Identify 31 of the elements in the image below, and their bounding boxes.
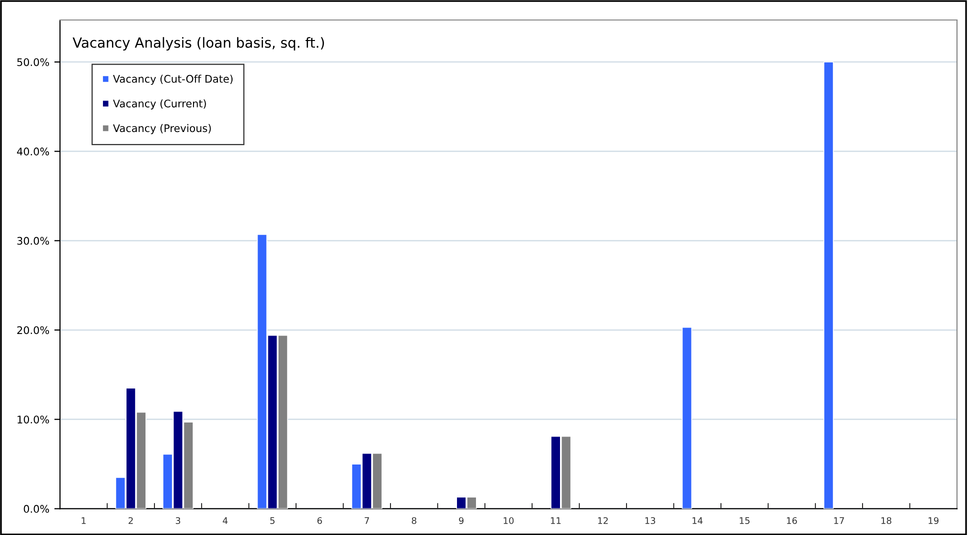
x-tick-label: 1 xyxy=(82,517,86,524)
y-tick-label: 40.0% xyxy=(17,148,50,156)
x-tick-label: 13 xyxy=(645,517,656,524)
x-tick-label: 16 xyxy=(787,517,797,524)
x-tick-label: 5 xyxy=(270,517,275,524)
x-tick-label: 17 xyxy=(834,517,844,524)
legend-label: Vacancy (Current) xyxy=(113,99,206,110)
x-tick-label: 18 xyxy=(881,517,892,524)
y-tick-label: 0.0% xyxy=(24,504,50,513)
x-tick-label: 7 xyxy=(364,517,369,524)
x-tick-label: 12 xyxy=(598,517,608,524)
bar xyxy=(682,326,692,509)
x-tick-label: 4 xyxy=(222,517,228,524)
x-tick-label: 9 xyxy=(458,517,464,524)
x-tick-label: 19 xyxy=(928,517,939,524)
x-tick-label: 3 xyxy=(176,517,180,524)
legend-label: Vacancy (Previous) xyxy=(113,124,211,134)
bar xyxy=(823,62,834,509)
y-tick-label: 10.0% xyxy=(18,416,50,424)
x-tick-label: 15 xyxy=(740,517,750,524)
x-tick-label: 14 xyxy=(692,517,703,524)
y-tick-label: 30.0% xyxy=(17,236,50,245)
x-tick-label: 10 xyxy=(504,517,514,524)
text: Vacancy Analysis (loan basis, sq. ft.) xyxy=(72,37,324,51)
x-tick-label: 2 xyxy=(128,517,133,524)
x-tick-label: 11 xyxy=(550,517,561,524)
x-tick-label: 6 xyxy=(317,517,322,524)
x-tick-label: 8 xyxy=(412,517,416,524)
y-tick-label: 50.0% xyxy=(17,58,50,66)
legend-label: Vacancy (Cut-Off Date) xyxy=(113,74,233,85)
y-tick-label: 20.0% xyxy=(17,326,50,334)
